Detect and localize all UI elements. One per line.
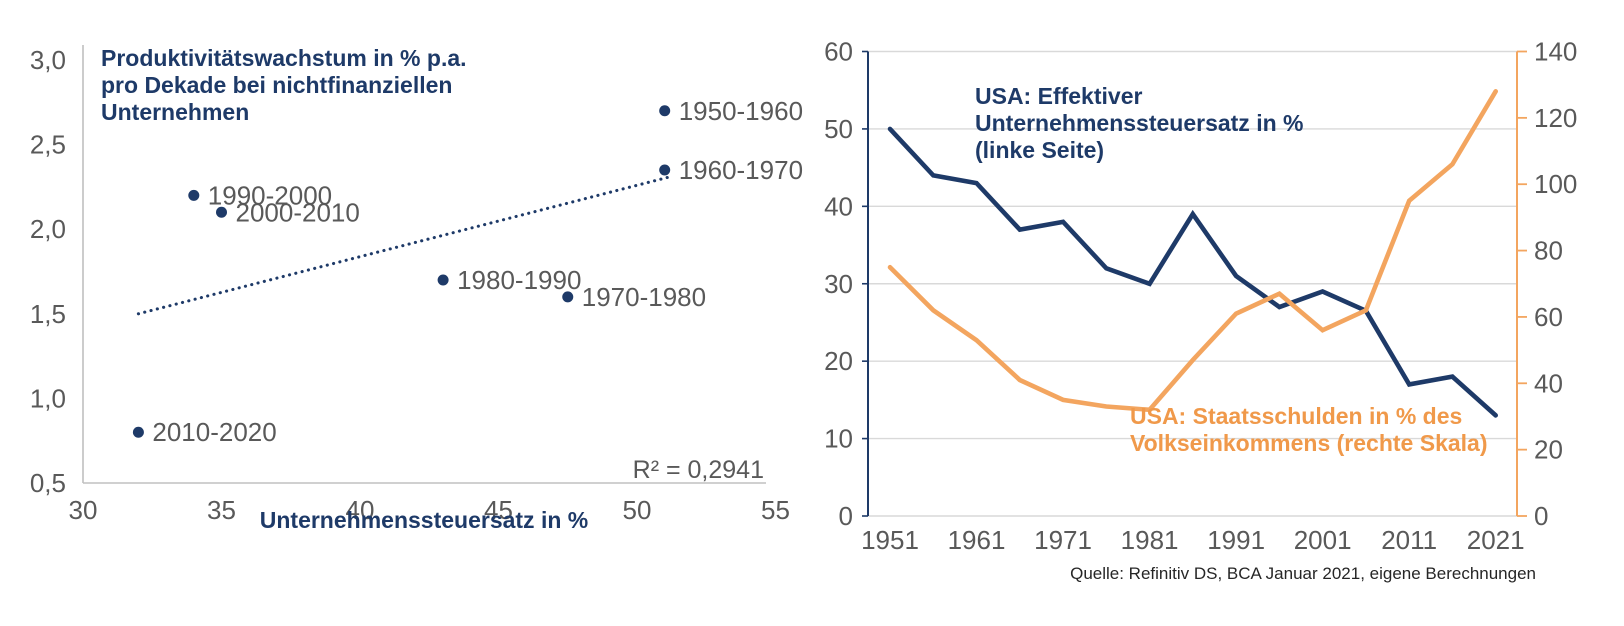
right-axis-label: 80 — [1534, 236, 1563, 266]
data-point-label: 1990-2000 — [208, 180, 332, 210]
data-point — [216, 206, 227, 218]
x-tick-label: 2021 — [1467, 525, 1525, 555]
left-axis-label: 40 — [824, 191, 853, 221]
x-tick-label: 2001 — [1294, 525, 1352, 555]
x-tick-label: 2011 — [1381, 525, 1437, 555]
scatter-chart-title-line: Produktivitätswachstum in % p.a. — [101, 45, 467, 71]
scatter-chart-title-line: Unternehmen — [101, 99, 249, 125]
right-axis-label: 40 — [1534, 368, 1563, 398]
data-point — [437, 274, 449, 286]
x-tick-label: 35 — [207, 495, 236, 525]
debt-series-label-line: Volkseinkommens (rechte Skala) — [1130, 430, 1488, 456]
right-axis-label: 140 — [1534, 37, 1577, 67]
x-tick-label: 1961 — [948, 525, 1006, 555]
right-axis-label: 60 — [1534, 302, 1563, 332]
left-axis-label: 50 — [824, 114, 853, 144]
data-point-label: 1970-1980 — [582, 282, 706, 312]
left-axis-label: 30 — [824, 269, 853, 299]
x-tick-label: 1981 — [1121, 525, 1179, 555]
y-tick-label: 3,0 — [30, 45, 66, 75]
scatter-chart-title: Produktivitätswachstum in % p.a. pro Deka… — [101, 45, 467, 125]
source-note: Quelle: Refinitiv DS, BCA Januar 2021, e… — [1070, 564, 1536, 583]
tax-rate-series-label-line: Unternehmenssteuersatz in % — [975, 110, 1303, 136]
tax-rate-series-label-line: (linke Seite) — [975, 137, 1104, 163]
data-point — [132, 426, 144, 438]
data-point — [659, 164, 671, 176]
x-tick-label: 1991 — [1207, 525, 1265, 555]
scatter-chart: 3,0 2,5 2,0 1,5 1,0 0,530 35 40 45 50 55 Produktivi… — [30, 45, 803, 533]
data-point — [562, 291, 574, 303]
data-point-label: 2000-2010 — [236, 197, 360, 227]
right-axis-label: 100 — [1534, 169, 1577, 199]
left-axis-label: 60 — [824, 37, 853, 67]
x-tick-label: 30 — [69, 495, 98, 525]
x-axis-title: Unternehmenssteuersatz in % — [260, 507, 588, 533]
x-tick-label: 55 — [761, 495, 790, 525]
trend-line — [136, 175, 672, 316]
data-point — [659, 105, 671, 117]
x-tick-label: 45 — [484, 495, 513, 525]
data-point-label: 1950-1960 — [679, 96, 803, 126]
debt-line — [887, 89, 1498, 413]
tax-rate-line — [887, 126, 1498, 418]
data-point — [188, 189, 200, 201]
right-axis-label: 0 — [1534, 501, 1548, 531]
y-tick-label: 2,5 — [30, 130, 66, 160]
debt-series-label: USA: Staatsschulden in % des Volkseinkomm… — [1130, 403, 1488, 456]
x-tick-label: 1971 — [1034, 525, 1092, 555]
right-axis-label: 20 — [1534, 435, 1563, 465]
left-axis-label: 10 — [824, 424, 853, 454]
y-tick-label: 0,5 — [30, 468, 66, 498]
data-point-label: 1960-1970 — [679, 155, 803, 185]
tax-rate-series-label-line: USA: Effektiver — [975, 83, 1142, 109]
data-point-label: 1980-1990 — [457, 265, 581, 295]
x-tick-label: 1951 — [861, 525, 919, 555]
y-tick-label: 2,0 — [30, 214, 66, 244]
debt-series-label-line: USA: Staatsschulden in % des — [1130, 403, 1462, 429]
right-axis-label: 120 — [1534, 103, 1577, 133]
x-tick-label: 50 — [623, 495, 652, 525]
scatter-chart-title-line: pro Dekade bei nichtfinanziellen — [101, 72, 452, 98]
data-point-label: 2010-2020 — [152, 417, 276, 447]
x-tick-label: 40 — [346, 495, 375, 525]
left-axis-label: 20 — [824, 346, 853, 376]
y-tick-label: 1,0 — [30, 383, 66, 413]
tax-rate-series-label: USA: Effektiver Unternehmenssteuersatz in… — [975, 83, 1303, 163]
left-axis-label: 0 — [839, 501, 853, 531]
y-tick-label: 1,5 — [30, 299, 66, 329]
r-squared-label: R² = 0,2941 — [633, 456, 764, 484]
